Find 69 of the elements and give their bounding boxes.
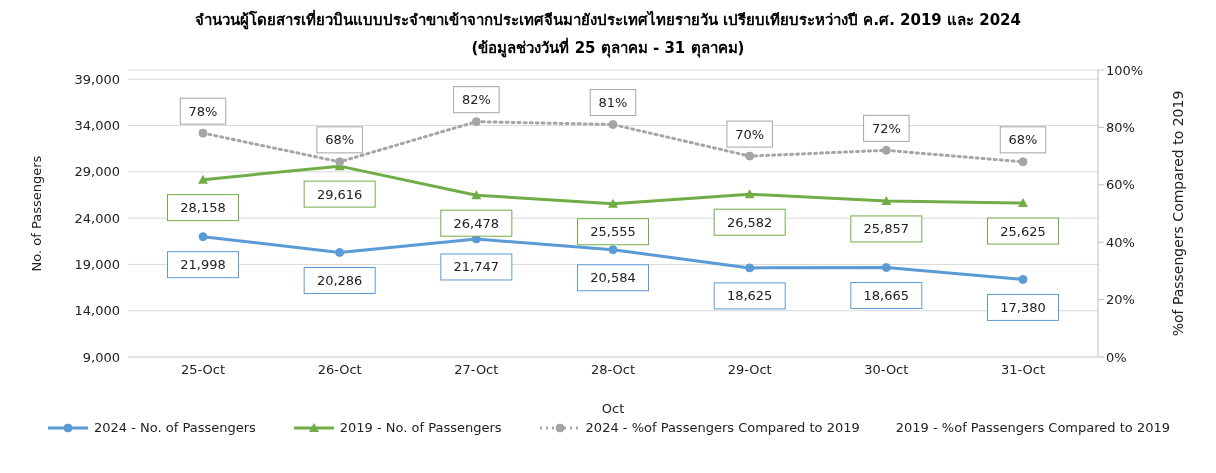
point [1018, 198, 1028, 208]
data-label: 17,380 [1000, 299, 1046, 315]
point [198, 128, 208, 138]
chart-subtitle: (ข้อมูลช่วงวันที่ 25 ตุลาคม - 31 ตุลาคม) [470, 36, 746, 60]
data-label: 82% [461, 92, 491, 108]
data-label: 26,478 [453, 215, 500, 231]
y-tick-label: 24,000 [74, 210, 120, 226]
point [1018, 157, 1028, 167]
data-label: 28,158 [180, 200, 226, 216]
x-tick-label: 28-Oct [590, 362, 636, 378]
data-label: 18,665 [863, 288, 910, 304]
y2-tick-label: 60% [1106, 177, 1135, 193]
legend-label: 2024 - %of Passengers Compared to 2019 [585, 420, 860, 435]
y2-tick-label: 20% [1106, 292, 1135, 308]
y2-tick-label: 0% [1106, 349, 1127, 365]
y2-tick-label: 100% [1106, 62, 1144, 78]
y-tick-label: 34,000 [74, 118, 120, 134]
data-label: 26,582 [726, 214, 773, 230]
data-label: 70% [735, 126, 765, 142]
data-label: 21,747 [453, 259, 500, 275]
legend-label: 2024 - No. of Passengers [94, 420, 256, 435]
point [608, 120, 618, 130]
point [745, 151, 755, 161]
legend-label: 2019 - No. of Passengers [339, 420, 502, 435]
point [198, 174, 208, 184]
data-label: 68% [325, 132, 355, 148]
x-axis-title: Oct [601, 401, 625, 416]
point [335, 248, 345, 258]
text: 2019 - %of Passengers Compared to 2019 [895, 420, 1170, 435]
data-label: 29,616 [316, 186, 363, 202]
data-label: 25,857 [863, 221, 910, 237]
point [1018, 274, 1028, 284]
data-label: 72% [871, 120, 901, 136]
point [608, 198, 618, 208]
x-tick-label: 30-Oct [864, 362, 909, 378]
y-axis-title: No. of Passengers [28, 155, 44, 272]
data-label: 25,625 [1000, 223, 1046, 239]
y-tick-label: 19,000 [74, 257, 120, 273]
data-label: 25,555 [590, 224, 636, 240]
x-tick-label: 26-Oct [317, 362, 362, 378]
y2-axis-title: %of Passengers Compared to 2019 [1169, 90, 1186, 337]
y-tick-label: 9,000 [82, 349, 120, 365]
point [745, 263, 755, 273]
point [881, 263, 891, 273]
data-label: 20,286 [316, 273, 363, 289]
x-tick-label: 29-Oct [727, 362, 772, 378]
data-label: 20,584 [590, 270, 636, 286]
data-label: 18,625 [726, 288, 773, 304]
point [471, 117, 481, 127]
y2-tick-label: 40% [1106, 234, 1135, 250]
x-tick-label: 31-Oct [1000, 362, 1046, 378]
data-label: 68% [1008, 132, 1038, 148]
data-label: 21,998 [180, 257, 226, 273]
point [608, 245, 618, 255]
point [744, 189, 755, 199]
y-tick-label: 29,000 [74, 164, 120, 180]
data-label: 78% [188, 103, 218, 119]
y-tick-label: 39,000 [74, 71, 120, 87]
chart-title: จำนวนผู้โดยสารเที่ยวบินแบบประจำขาเข้าจากประเทศจีนมายังประเทศไทยรายวัน เปรียบเทียบระหว่างปี ค.ศ. 2019 และ 2024 [194, 8, 1022, 32]
data-label: 81% [598, 95, 628, 111]
x-tick-label: 25-Oct [180, 362, 226, 378]
y-tick-label: 14,000 [74, 303, 120, 319]
point [881, 195, 892, 205]
y2-tick-label: 80% [1106, 120, 1135, 136]
point [471, 190, 482, 200]
point [881, 145, 891, 155]
point [198, 232, 208, 242]
x-tick-label: 27-Oct [454, 362, 499, 378]
point [335, 157, 345, 167]
